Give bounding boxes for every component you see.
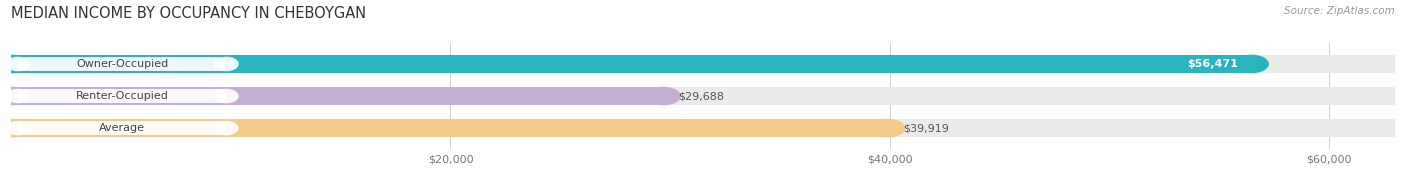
Ellipse shape (6, 121, 30, 135)
Bar (11, 87, 664, 105)
Ellipse shape (6, 57, 30, 71)
Ellipse shape (214, 121, 239, 135)
Ellipse shape (6, 89, 30, 103)
Bar (11, 55, 1395, 73)
Ellipse shape (0, 119, 28, 137)
Text: Source: ZipAtlas.com: Source: ZipAtlas.com (1284, 6, 1395, 16)
Ellipse shape (214, 57, 239, 71)
Bar (18, 121, 226, 135)
Bar (11, 119, 1395, 137)
Text: $56,471: $56,471 (1187, 59, 1239, 69)
Ellipse shape (1378, 55, 1406, 73)
Text: $39,919: $39,919 (903, 123, 949, 133)
Bar (18, 89, 226, 103)
Bar (11, 87, 1395, 105)
Ellipse shape (645, 87, 681, 105)
Ellipse shape (0, 87, 28, 105)
Text: MEDIAN INCOME BY OCCUPANCY IN CHEBOYGAN: MEDIAN INCOME BY OCCUPANCY IN CHEBOYGAN (11, 6, 367, 21)
Ellipse shape (0, 55, 28, 73)
Bar (11, 55, 1251, 73)
Text: Renter-Occupied: Renter-Occupied (76, 91, 169, 101)
Ellipse shape (1378, 119, 1406, 137)
Ellipse shape (0, 55, 28, 73)
Ellipse shape (214, 89, 239, 103)
Ellipse shape (0, 119, 28, 137)
Bar (18, 57, 226, 71)
Bar (11, 119, 887, 137)
Ellipse shape (1378, 87, 1406, 105)
Text: Owner-Occupied: Owner-Occupied (76, 59, 169, 69)
Ellipse shape (870, 119, 905, 137)
Ellipse shape (1234, 55, 1270, 73)
Text: $29,688: $29,688 (679, 91, 724, 101)
Ellipse shape (0, 87, 28, 105)
Text: Average: Average (100, 123, 145, 133)
